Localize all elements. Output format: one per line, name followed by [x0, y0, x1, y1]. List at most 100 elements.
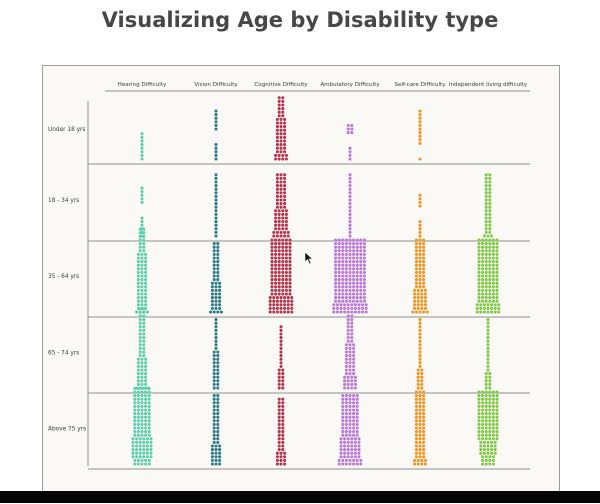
dot-independent-row-2	[481, 274, 485, 278]
dot-ambulatory-row-2	[344, 245, 348, 249]
dot-selfcare-row-4	[422, 397, 426, 401]
dot-ambulatory-row-2	[352, 238, 356, 242]
dot-independent-row-4	[491, 422, 495, 426]
dot-cognitive-row-1	[283, 202, 287, 206]
dot-vision-row-2	[218, 306, 222, 310]
dot-independent-row-4	[477, 404, 481, 408]
dot-ambulatory-row-2	[364, 306, 368, 310]
dot-hearing-row-4	[147, 397, 151, 401]
dot-independent-row-4	[490, 451, 494, 455]
dot-selfcare-row-2	[413, 288, 417, 292]
dot-cognitive-row-1	[281, 220, 285, 224]
dot-ambulatory-row-1	[348, 227, 352, 231]
dot-vision-row-2	[210, 292, 214, 296]
dot-selfcare-row-0	[418, 141, 422, 145]
dot-cognitive-row-4	[281, 422, 285, 426]
dot-independent-row-2	[484, 281, 488, 285]
dot-ambulatory-row-2	[359, 256, 363, 260]
dot-cognitive-row-2	[288, 260, 292, 264]
dot-cognitive-row-2	[277, 256, 281, 260]
dot-hearing-row-4	[144, 426, 148, 430]
dot-cognitive-row-2	[277, 242, 281, 246]
dot-ambulatory-row-2	[348, 285, 352, 289]
dot-ambulatory-row-3	[352, 343, 356, 347]
dot-vision-row-1	[214, 198, 218, 202]
dot-cognitive-row-2	[281, 267, 285, 271]
dot-vision-row-4	[210, 444, 214, 448]
dot-cognitive-row-0	[283, 143, 287, 147]
dot-vision-row-4	[212, 430, 216, 434]
dot-independent-row-2	[491, 292, 495, 296]
dot-hearing-row-3	[144, 375, 148, 379]
dot-ambulatory-row-2	[335, 310, 339, 314]
dot-cognitive-row-0	[281, 99, 285, 103]
dot-independent-row-2	[488, 288, 492, 292]
dot-hearing-row-3	[138, 307, 142, 311]
dot-ambulatory-row-1	[348, 209, 352, 213]
dot-vision-row-4	[216, 440, 220, 444]
dot-selfcare-row-4	[422, 390, 426, 394]
dot-cognitive-row-2	[270, 267, 274, 271]
dot-independent-row-2	[484, 292, 488, 296]
dot-hearing-row-4	[147, 458, 151, 462]
dot-cognitive-row-3	[279, 350, 283, 354]
dot-independent-row-2	[491, 245, 495, 249]
cell-ambulatory-row-0	[346, 123, 354, 161]
dot-selfcare-row-3	[418, 364, 422, 368]
dot-vision-row-0	[214, 153, 218, 157]
dot-cognitive-row-1	[274, 212, 278, 216]
dot-hearing-row-1	[140, 186, 144, 190]
dot-selfcare-row-3	[418, 350, 422, 354]
dot-vision-row-3	[216, 372, 220, 376]
dot-selfcare-row-1	[418, 230, 422, 234]
dot-hearing-row-3	[142, 332, 146, 336]
dot-ambulatory-row-2	[344, 249, 348, 253]
dot-independent-row-1	[482, 234, 486, 238]
dot-ambulatory-row-4	[339, 440, 343, 444]
dot-selfcare-row-4	[414, 451, 418, 455]
dot-independent-row-3	[486, 321, 490, 325]
dot-cognitive-row-4	[281, 408, 285, 412]
dot-independent-row-2	[495, 252, 499, 256]
dot-ambulatory-row-3	[350, 375, 354, 379]
dot-independent-row-1	[488, 230, 492, 234]
dot-independent-row-2	[481, 285, 485, 289]
dot-vision-row-2	[212, 267, 216, 271]
dot-hearing-row-4	[133, 422, 137, 426]
dot-ambulatory-row-2	[359, 281, 363, 285]
dot-ambulatory-row-4	[352, 394, 356, 398]
dot-cognitive-row-0	[283, 121, 287, 125]
dot-hearing-row-2	[136, 278, 140, 282]
dot-independent-row-4	[477, 430, 481, 434]
dot-selfcare-row-4	[418, 412, 422, 416]
dot-vision-row-2	[214, 306, 218, 310]
dot-independent-row-4	[477, 397, 481, 401]
dot-ambulatory-row-4	[355, 397, 359, 401]
cell-independent-row-2	[475, 238, 501, 314]
dot-ambulatory-row-4	[341, 404, 345, 408]
dot-independent-row-2	[495, 249, 499, 253]
dot-hearing-row-4	[147, 390, 151, 394]
dot-ambulatory-row-2	[344, 238, 348, 242]
dot-independent-row-2	[482, 306, 486, 310]
cell-cognitive-row-0	[274, 96, 288, 161]
dot-cognitive-row-1	[279, 180, 283, 184]
dot-selfcare-row-0	[418, 127, 422, 131]
dot-independent-row-2	[495, 238, 499, 242]
dot-vision-row-1	[214, 212, 218, 216]
dot-cognitive-row-3	[281, 372, 285, 376]
dot-selfcare-row-2	[418, 274, 422, 278]
dot-ambulatory-row-3	[352, 372, 356, 376]
dot-ambulatory-row-3	[352, 368, 356, 372]
dot-vision-row-4	[218, 455, 222, 459]
dot-independent-row-2	[488, 245, 492, 249]
dot-ambulatory-row-2	[355, 267, 359, 271]
dot-ambulatory-row-2	[344, 256, 348, 260]
cell-independent-row-4	[477, 390, 499, 466]
dot-ambulatory-row-2	[334, 256, 338, 260]
dot-independent-row-3	[486, 318, 490, 322]
dot-cognitive-row-1	[279, 202, 283, 206]
dot-vision-row-0	[214, 150, 218, 154]
dot-cognitive-row-3	[279, 328, 283, 332]
dot-independent-row-1	[484, 209, 488, 213]
